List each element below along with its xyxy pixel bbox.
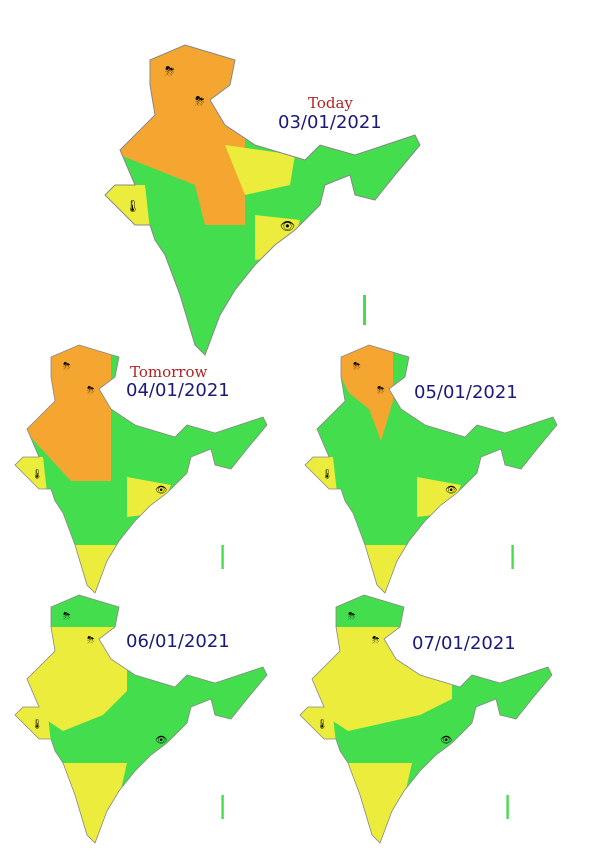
- fog-eye-icon: 👁: [155, 485, 167, 496]
- fog-eye-icon: 👁: [440, 735, 452, 746]
- region-watch: [348, 763, 413, 844]
- india-map-1: ⛈ ⛈ 🌡 👁: [104, 44, 421, 356]
- region-watch: [71, 545, 128, 594]
- region-watch: [63, 763, 128, 844]
- islands: [363, 295, 366, 325]
- thunderstorm-icon: ⛈: [353, 361, 361, 372]
- thunderstorm-icon: ⛈: [87, 635, 95, 646]
- date-map-1: 03/01/2021: [278, 112, 382, 133]
- fog-eye-icon: 👁: [155, 735, 167, 746]
- thunderstorm-icon: ⛈: [348, 611, 356, 622]
- thermometer-icon: 🌡: [31, 718, 43, 730]
- date-map-3: 05/01/2021: [414, 382, 518, 403]
- date-map-5: 07/01/2021: [412, 633, 516, 654]
- country-border: [299, 594, 553, 844]
- country-border: [104, 44, 421, 356]
- india-map-4: ⛈ ⛈ 🌡 👁: [14, 594, 268, 844]
- islands: [511, 545, 514, 569]
- country-border: [14, 594, 268, 844]
- day-label-today: Today: [308, 94, 353, 112]
- fog-eye-icon: 👁: [280, 219, 295, 233]
- islands: [221, 795, 224, 819]
- day-label-tomorrow: Tomorrow: [130, 363, 208, 381]
- thunderstorm-icon: ⛈: [87, 385, 95, 396]
- thermometer-icon: 🌡: [31, 468, 43, 480]
- thunderstorm-icon: ⛈: [377, 385, 385, 396]
- thermometer-icon: 🌡: [316, 718, 328, 730]
- thunderstorm-icon: ⛈: [372, 635, 380, 646]
- thunderstorm-icon: ⛈: [195, 94, 205, 108]
- country-border: [14, 344, 268, 594]
- thunderstorm-icon: ⛈: [63, 611, 71, 622]
- thermometer-icon: 🌡: [321, 468, 333, 480]
- date-map-2: 04/01/2021: [126, 380, 230, 401]
- country-border: [304, 344, 558, 594]
- fog-eye-icon: 👁: [445, 485, 457, 496]
- thermometer-icon: 🌡: [125, 199, 140, 213]
- islands: [221, 545, 224, 569]
- region-watch: [361, 545, 418, 594]
- islands: [506, 795, 509, 819]
- thunderstorm-icon: ⛈: [165, 64, 175, 78]
- region-watch: [225, 145, 295, 195]
- date-map-4: 06/01/2021: [126, 631, 230, 652]
- region-alert: [337, 345, 393, 441]
- thunderstorm-icon: ⛈: [63, 361, 71, 372]
